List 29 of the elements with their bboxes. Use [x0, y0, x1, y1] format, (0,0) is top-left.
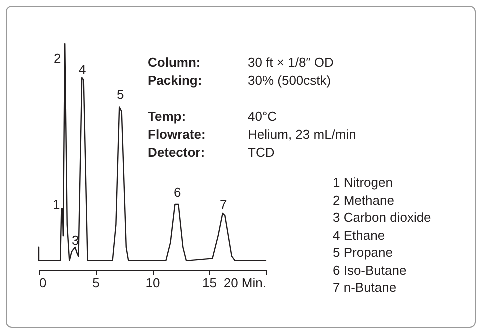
x-tick-label: 0: [40, 276, 47, 290]
annotation: 1: [53, 197, 60, 212]
annotation: Column:: [148, 55, 201, 70]
annotation: 7: [220, 197, 228, 212]
text: 7 n-Butane: [333, 280, 397, 295]
text: 1 Nitrogen: [333, 175, 393, 190]
annotation: 6: [174, 185, 182, 200]
x-tick-label: 15: [202, 276, 217, 290]
text: 6 Iso-Butane: [333, 262, 407, 278]
annotation: Temp:: [148, 109, 186, 124]
x-tick-label: 5: [92, 276, 100, 290]
x-tick-label: 20 Min.: [224, 276, 266, 290]
annotation: Helium, 23 mL/min: [248, 127, 356, 142]
text: 3 Carbon dioxide: [333, 210, 432, 225]
annotation: 2: [54, 51, 62, 66]
text: 5 Propane: [333, 245, 393, 260]
annotation: 30% (500cstk): [248, 73, 332, 88]
text: 2 Methane: [333, 192, 394, 208]
annotation: Packing:: [148, 73, 202, 88]
annotation: 4: [79, 62, 86, 77]
text: 4 Ethane: [333, 228, 386, 242]
x-tick-label: 10: [146, 276, 160, 290]
annotation: Flowrate:: [148, 127, 206, 142]
annotation: 30 ft × 1/8″ OD: [248, 55, 334, 70]
annotation: Detector:: [148, 145, 206, 160]
annotation: 40°C: [248, 109, 278, 124]
annotation: 5: [117, 87, 124, 102]
annotation: 3: [72, 233, 80, 248]
annotation: TCD: [248, 145, 275, 160]
